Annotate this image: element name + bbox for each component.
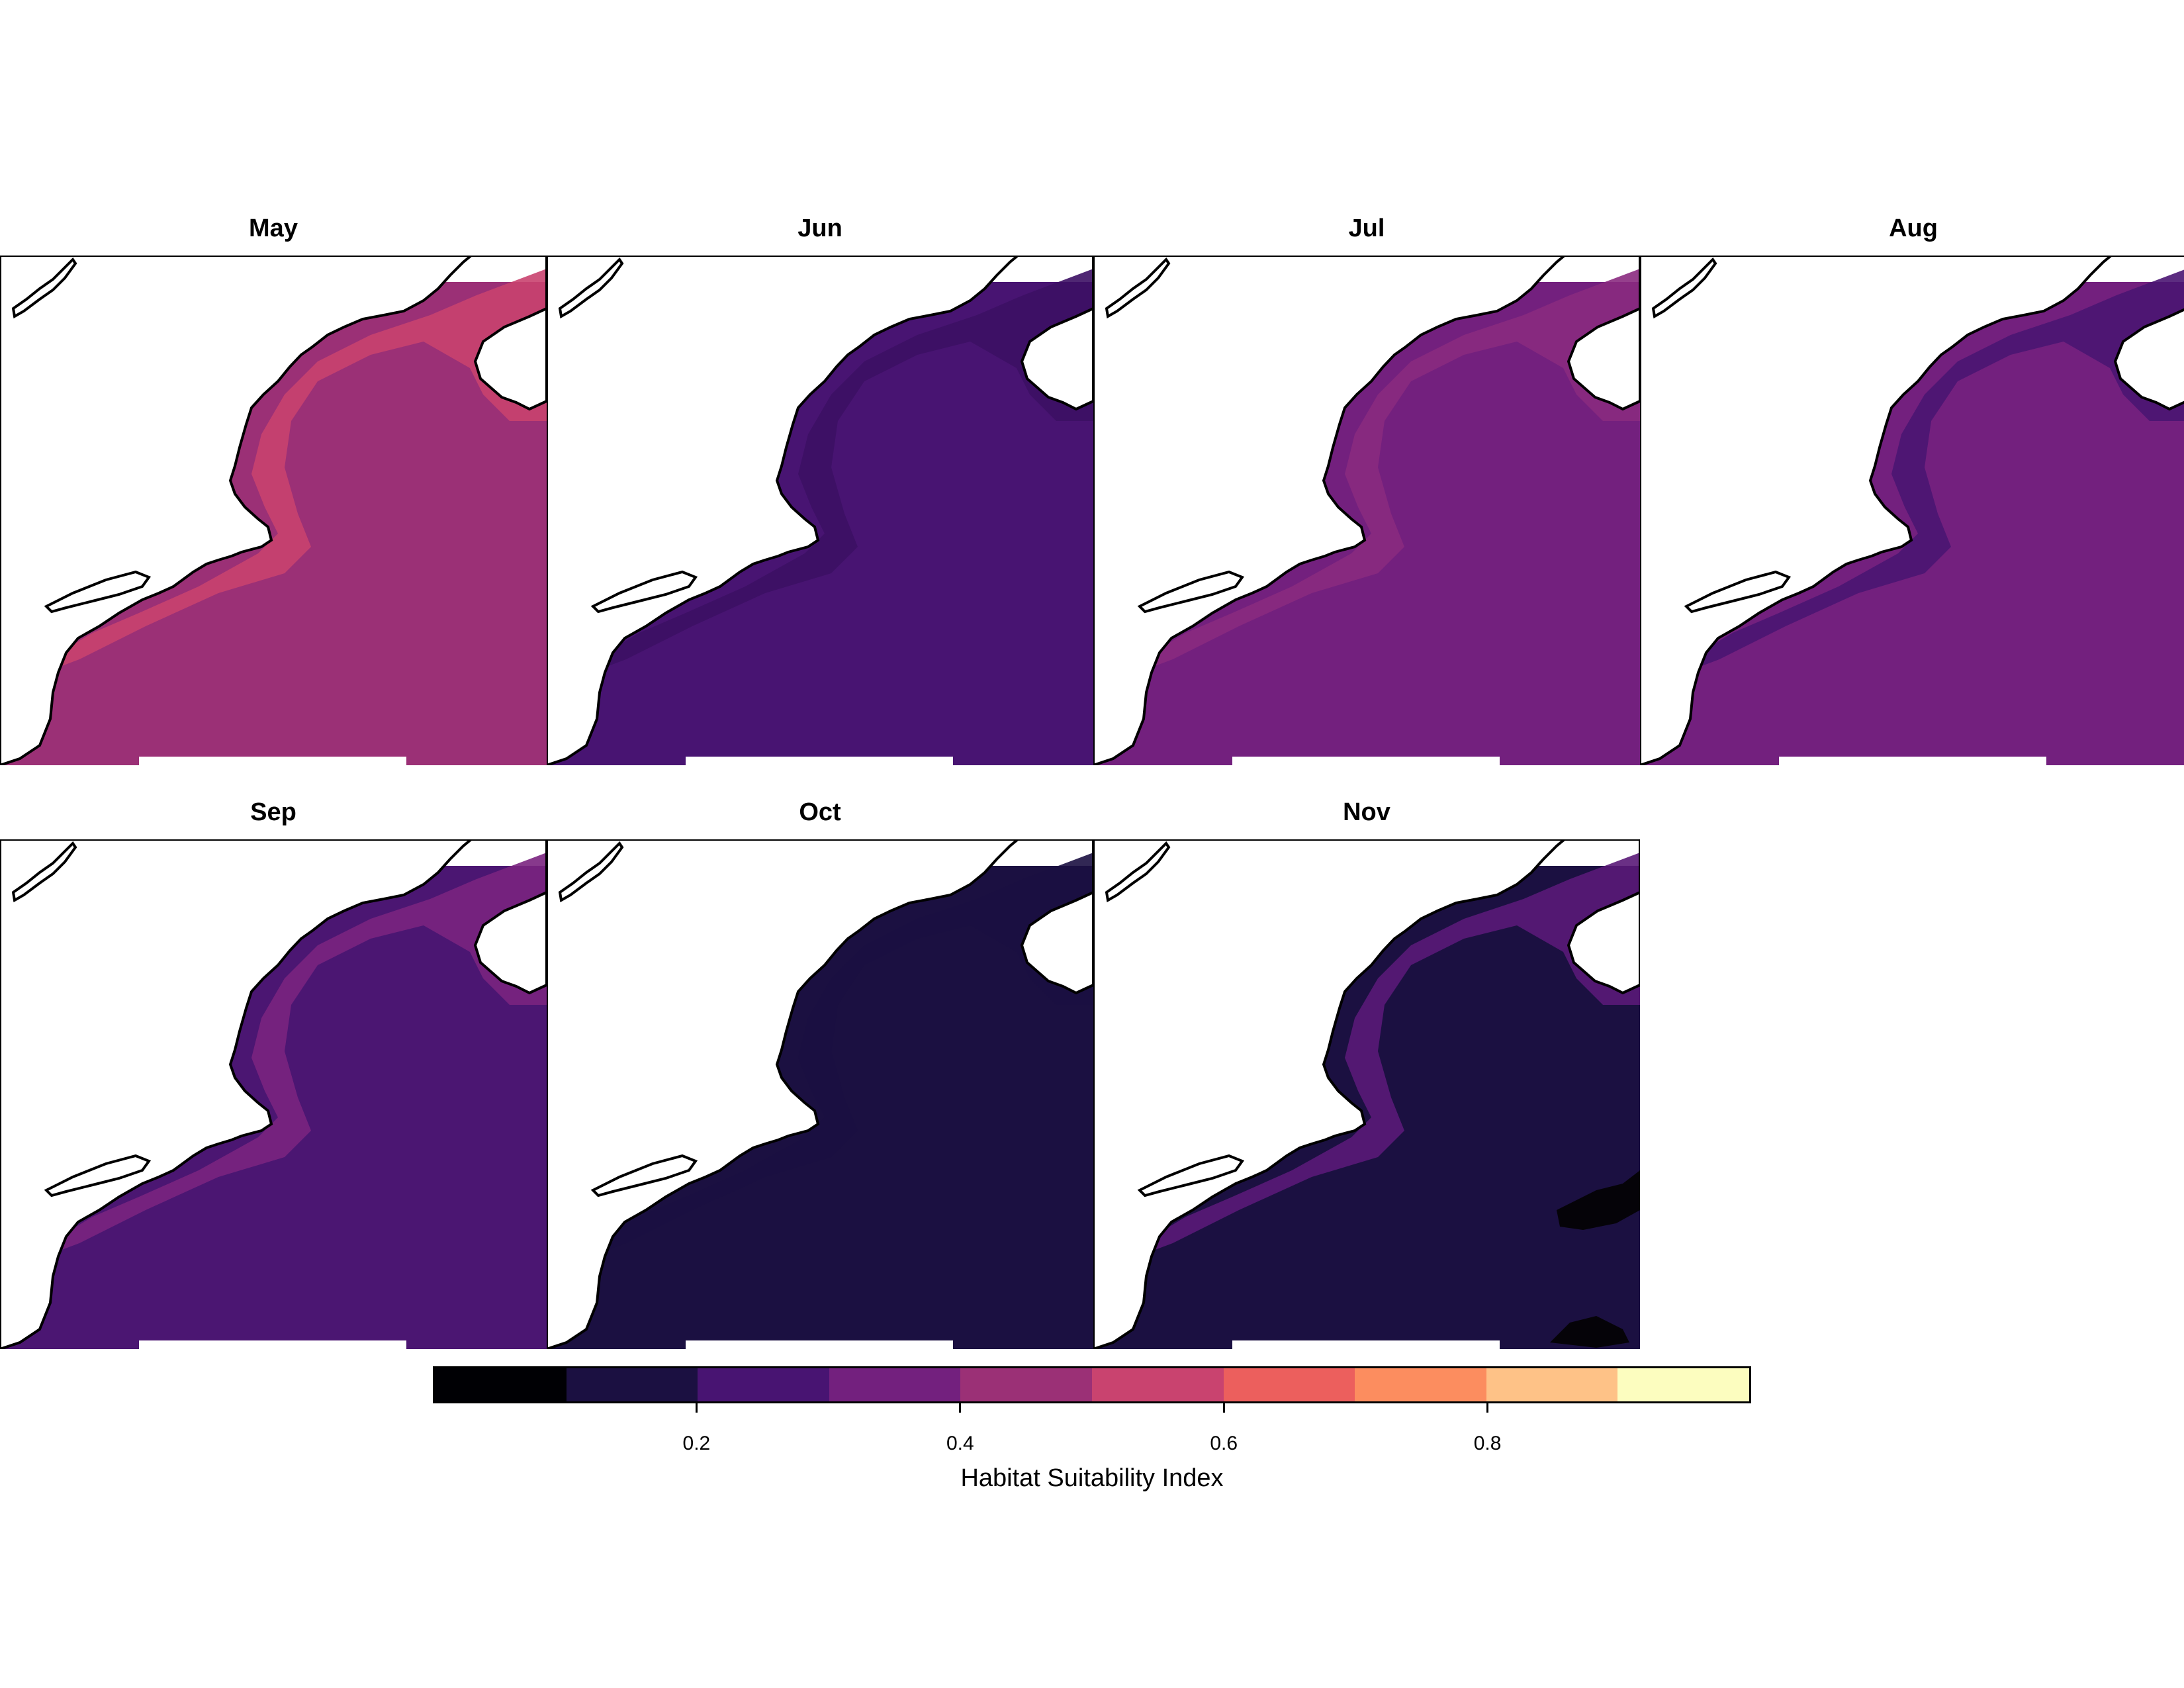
lake-outline <box>558 257 624 319</box>
coastal-band <box>0 853 547 1349</box>
panel-title: Oct <box>799 798 841 826</box>
map-svg <box>1093 839 1640 1349</box>
coastal-band <box>547 853 1093 1349</box>
lake-outline <box>11 841 77 903</box>
tick-mark <box>959 1403 962 1413</box>
tick-label: 0.2 <box>682 1432 711 1454</box>
legend-bin <box>960 1368 1092 1401</box>
panel-title: Jun <box>797 214 842 242</box>
lake-outline <box>558 841 624 903</box>
panel-title: Nov <box>1343 798 1390 826</box>
coastal-band <box>1093 269 1640 765</box>
land-coastline <box>547 256 1093 765</box>
panel-title: Aug <box>1889 214 1938 242</box>
panel-title: Sep <box>250 798 296 826</box>
coastal-band <box>1093 853 1640 1349</box>
map-raster <box>547 839 1093 1349</box>
lake-outline <box>1651 257 1717 319</box>
legend-bin <box>829 1368 961 1401</box>
map-svg <box>547 839 1093 1349</box>
land-coastline <box>0 256 547 765</box>
map-svg <box>547 256 1093 765</box>
map-raster <box>547 256 1093 765</box>
grid-gap <box>1232 1340 1500 1349</box>
legend-bin <box>1355 1368 1486 1401</box>
grid-gap <box>1232 757 1500 765</box>
tick-label: 0.8 <box>1473 1432 1502 1454</box>
colorbar-title: Habitat Suitability Index <box>960 1464 1224 1492</box>
land-coastline <box>1640 256 2184 765</box>
low-suitability-patch <box>1550 1316 1629 1348</box>
legend-bin <box>1617 1368 1749 1401</box>
panel-title: Jul <box>1348 214 1385 242</box>
map-svg <box>0 256 547 765</box>
map-raster <box>1093 839 1640 1349</box>
long-island <box>1684 570 1792 614</box>
tick-mark <box>1222 1403 1225 1413</box>
panel-title: May <box>249 214 298 242</box>
long-island <box>1137 570 1245 614</box>
legend-bin <box>435 1368 567 1401</box>
colorbar <box>433 1366 1751 1403</box>
lake-outline <box>11 257 77 319</box>
tick-label: 0.4 <box>946 1432 974 1454</box>
long-island <box>590 1154 698 1197</box>
long-island <box>44 570 152 614</box>
map-raster <box>0 839 547 1349</box>
low-suitability-patch <box>1557 1170 1640 1230</box>
coastal-band <box>1640 269 2184 765</box>
legend-bin <box>698 1368 829 1401</box>
tick-mark <box>1486 1403 1489 1413</box>
map-svg <box>0 839 547 1349</box>
long-island <box>44 1154 152 1197</box>
grid-gap <box>686 1340 953 1349</box>
land-coastline <box>0 839 547 1349</box>
legend-bin <box>1486 1368 1618 1401</box>
map-svg <box>1640 256 2184 765</box>
grid-gap <box>139 1340 406 1349</box>
land-coastline <box>547 839 1093 1349</box>
map-svg <box>1093 256 1640 765</box>
grid-gap <box>139 757 406 765</box>
coastal-band <box>0 269 547 765</box>
legend-bin <box>566 1368 698 1401</box>
long-island <box>1137 1154 1245 1197</box>
legend-bin <box>1091 1368 1224 1401</box>
grid-gap <box>686 757 953 765</box>
coastal-band <box>547 269 1093 765</box>
lake-outline <box>1105 841 1171 903</box>
land-coastline <box>1093 839 1640 1349</box>
grid-gap <box>1779 757 2046 765</box>
map-raster <box>1640 256 2184 765</box>
map-raster <box>1093 256 1640 765</box>
long-island <box>590 570 698 614</box>
tick-label: 0.6 <box>1210 1432 1238 1454</box>
lake-outline <box>1105 257 1171 319</box>
land-coastline <box>1093 256 1640 765</box>
tick-mark <box>695 1403 698 1413</box>
map-raster <box>0 256 547 765</box>
legend-bin <box>1223 1368 1355 1401</box>
